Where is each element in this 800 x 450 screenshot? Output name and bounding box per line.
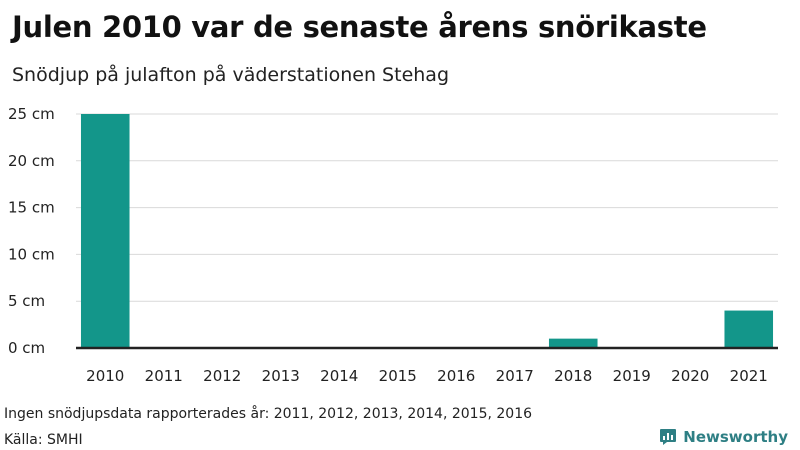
x-tick-label: 2013 — [262, 367, 300, 385]
y-tick-label: 25 cm — [8, 105, 55, 123]
bar — [548, 338, 598, 348]
brand-name: Newsworthy — [683, 428, 788, 446]
newsworthy-logo: Newsworthy — [659, 428, 788, 446]
x-tick-label: 2016 — [437, 367, 475, 385]
x-tick-label: 2017 — [496, 367, 534, 385]
missing-data-note: Ingen snödjupsdata rapporterades år: 201… — [4, 406, 533, 422]
bar — [80, 114, 130, 348]
x-tick-label: 2019 — [613, 367, 651, 385]
x-tick-label: 2014 — [320, 367, 358, 385]
y-tick-label: 10 cm — [8, 245, 55, 263]
x-tick-label: 2012 — [203, 367, 241, 385]
x-tick-label: 2021 — [730, 367, 768, 385]
source-label: Källa: SMHI — [4, 432, 83, 448]
y-tick-label: 5 cm — [8, 292, 45, 310]
bar — [724, 310, 774, 348]
x-tick-label: 2018 — [554, 367, 592, 385]
x-tick-label: 2020 — [671, 367, 709, 385]
y-tick-label: 20 cm — [8, 152, 55, 170]
bar-chart-icon — [660, 429, 677, 445]
x-tick-label: 2010 — [86, 367, 124, 385]
y-tick-label: 0 cm — [8, 339, 45, 357]
chart-subtitle: Snödjup på julafton på väderstationen St… — [12, 64, 449, 86]
y-tick-label: 15 cm — [8, 199, 55, 217]
chart-title: Julen 2010 var de senaste årens snörikas… — [12, 10, 707, 44]
bar-chart: 0 cm 5 cm 10 cm 15 cm 20 cm 25 cm 2010 2011 2012… — [8, 105, 778, 385]
x-tick-label: 2015 — [379, 367, 417, 385]
x-tick-label: 2011 — [145, 367, 183, 385]
